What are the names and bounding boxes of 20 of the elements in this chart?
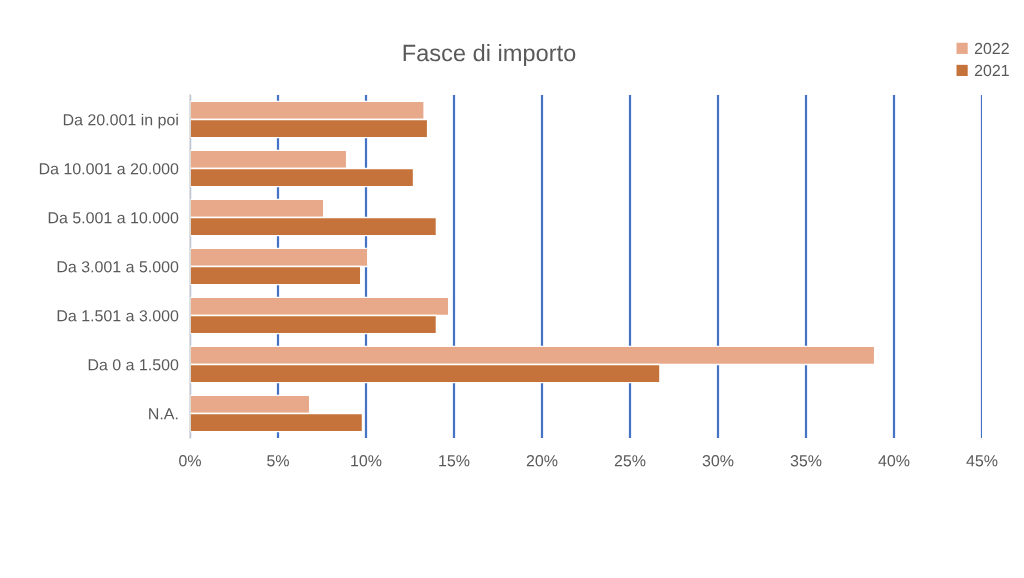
legend-label: 2022 <box>974 42 1009 55</box>
x-tick-label: 10% <box>351 455 382 467</box>
chart-title: Fasce di importo <box>403 44 576 66</box>
y-tick-label: Da 3.001 a 5.000 <box>57 261 179 273</box>
y-tick-label: Da 1.501 a 3.000 <box>57 310 179 322</box>
y-tick-label: Da 5.001 a 10.000 <box>48 212 179 224</box>
x-tick-label: 45% <box>966 455 998 467</box>
x-tick-label: 20% <box>526 455 558 467</box>
x-tick-label: 5% <box>267 455 289 467</box>
y-tick-label: Da 0 a 1.500 <box>88 359 179 371</box>
y-tick-label: Da 10.001 a 20.000 <box>39 163 179 175</box>
y-tick-label: N.A. <box>149 408 178 420</box>
legend-label: 2021 <box>974 64 1009 77</box>
x-tick-label: 15% <box>439 455 470 467</box>
x-tick-label: 30% <box>702 455 734 467</box>
x-tick-label: 40% <box>878 455 910 467</box>
x-tick-label: 35% <box>790 455 822 467</box>
y-tick-label: Da 20.001 in poi <box>63 113 178 129</box>
x-tick-label: 0% <box>179 455 201 467</box>
x-tick-label: 25% <box>614 455 646 467</box>
